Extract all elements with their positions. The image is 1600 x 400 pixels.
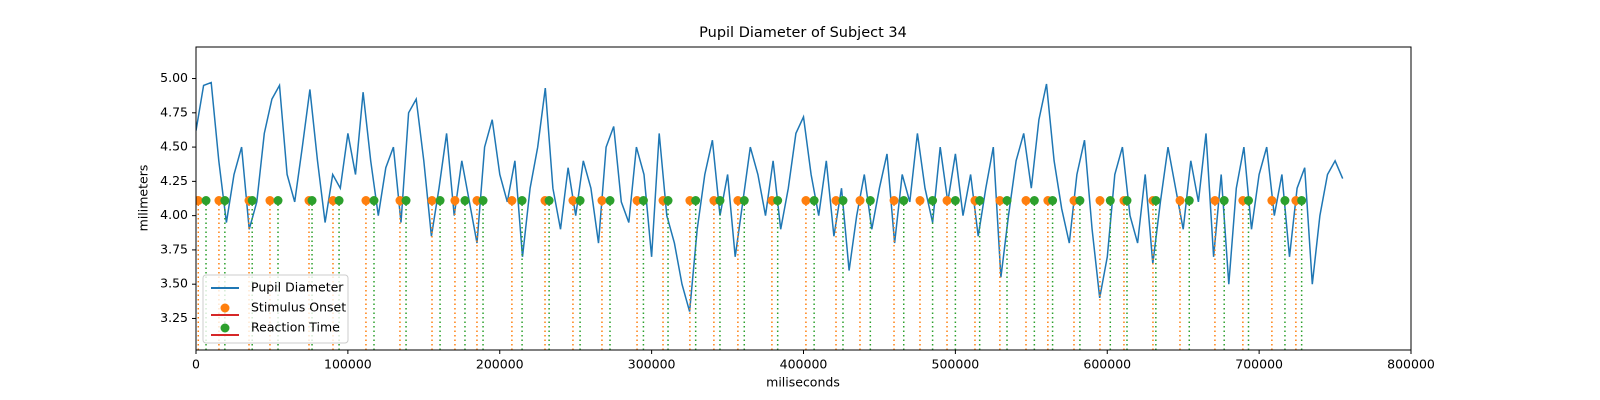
stem-marker: [865, 196, 875, 206]
y-tick-label: 4.25: [160, 173, 188, 188]
stem-marker: [928, 196, 938, 206]
stem-marker: [1002, 196, 1012, 206]
stem-marker: [247, 196, 257, 206]
stem-marker: [568, 196, 578, 206]
stem-marker: [1243, 196, 1253, 206]
stem-marker: [478, 196, 488, 206]
stem-marker: [773, 196, 783, 206]
stem-marker: [638, 196, 648, 206]
stem-marker: [1029, 196, 1039, 206]
stem-marker: [855, 196, 865, 206]
stem-marker: [401, 196, 411, 206]
legend-handle: [220, 323, 230, 333]
stem-marker: [1095, 196, 1105, 206]
stem-marker: [995, 196, 1005, 206]
stem-marker: [942, 196, 952, 206]
stem-marker: [1267, 196, 1277, 206]
stem-marker: [1280, 196, 1290, 206]
stem-marker: [975, 196, 985, 206]
stem-marker: [605, 196, 615, 206]
stem-marker: [334, 196, 344, 206]
stem-marker: [450, 196, 460, 206]
y-axis-label: milimeters: [136, 165, 151, 232]
y-tick-label: 3.75: [160, 241, 188, 256]
x-tick-label: 800000: [1387, 357, 1435, 372]
stem-marker: [460, 196, 470, 206]
stem-marker: [361, 196, 371, 206]
y-tick-label: 4.50: [160, 139, 188, 154]
plot-frame: [195, 46, 1412, 351]
stem-marker: [838, 196, 848, 206]
x-tick-label: 100000: [324, 357, 372, 372]
stem-marker: [715, 196, 725, 206]
y-tick-label: 3.25: [160, 310, 188, 325]
legend-label: Reaction Time: [251, 320, 340, 335]
legend-handle: [220, 303, 230, 313]
stem-marker: [1122, 196, 1132, 206]
x-tick-label: 700000: [1235, 357, 1283, 372]
stem-marker: [307, 196, 317, 206]
stem-marker: [435, 196, 445, 206]
pupil-line: [196, 81, 1344, 312]
legend-label: Pupil Diameter: [251, 280, 344, 295]
stem-marker: [809, 196, 819, 206]
stem-marker: [544, 196, 554, 206]
stem-marker: [801, 196, 811, 206]
stem-marker: [915, 196, 925, 206]
chart-title: Pupil Diameter of Subject 34: [699, 25, 907, 41]
stem-marker: [691, 196, 701, 206]
stem-marker: [1210, 196, 1220, 206]
x-axis-label: miliseconds: [766, 375, 840, 390]
legend-box: [202, 274, 349, 344]
stem-marker: [950, 196, 960, 206]
y-tick-label: 4.00: [160, 207, 188, 222]
stem-marker: [597, 196, 607, 206]
stem-marker: [369, 196, 379, 206]
stem-marker: [1075, 196, 1085, 206]
stem-marker: [201, 196, 211, 206]
y-tick-label: 3.50: [160, 276, 188, 291]
y-tick-label: 4.75: [160, 104, 188, 119]
stem-marker: [1105, 196, 1115, 206]
y-tick-label: 5.00: [160, 70, 188, 85]
stem-marker: [427, 196, 437, 206]
stem-marker: [1021, 196, 1031, 206]
stem-marker: [507, 196, 517, 206]
x-tick-label: 0: [192, 357, 200, 372]
stem-marker: [220, 196, 230, 206]
stem-marker: [575, 196, 585, 206]
stem-marker: [733, 196, 743, 206]
stem-marker: [273, 196, 283, 206]
stem-marker: [663, 196, 673, 206]
stem-marker: [1175, 196, 1185, 206]
stem-marker: [1297, 196, 1307, 206]
stem-marker: [1151, 196, 1161, 206]
stem-marker: [831, 196, 841, 206]
stem-marker: [632, 196, 642, 206]
stem-marker: [1219, 196, 1229, 206]
x-tick-label: 200000: [476, 357, 524, 372]
x-tick-label: 400000: [780, 357, 828, 372]
x-tick-label: 500000: [932, 357, 980, 372]
stem-marker: [889, 196, 899, 206]
legend-label: Stimulus Onset: [251, 300, 346, 315]
stem-marker: [739, 196, 749, 206]
x-tick-label: 600000: [1083, 357, 1131, 372]
stem-marker: [899, 196, 909, 206]
stem-marker: [1184, 196, 1194, 206]
stem-marker: [1048, 196, 1058, 206]
stem-marker: [265, 196, 275, 206]
stem-marker: [196, 196, 203, 206]
x-tick-label: 300000: [628, 357, 676, 372]
stem-marker: [517, 196, 527, 206]
plot-area: [196, 81, 1344, 350]
